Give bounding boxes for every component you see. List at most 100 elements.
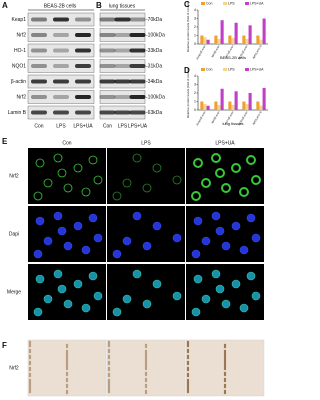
panel-label: F: [2, 341, 7, 350]
cell: [215, 168, 225, 178]
cell: [246, 271, 256, 281]
cell: [63, 299, 73, 309]
cell: [93, 291, 103, 301]
blot-band: [99, 64, 116, 68]
tissue-dot: [65, 379, 69, 383]
tissue-dot: [65, 389, 69, 393]
tissue-dot: [65, 371, 69, 375]
panel-label: B: [96, 1, 102, 10]
bar: [231, 38, 235, 44]
bar: [203, 37, 207, 44]
blot-title: lung tissues: [109, 3, 136, 9]
cell: [88, 155, 98, 165]
tissue-dot: [65, 363, 69, 367]
cell: [43, 236, 53, 246]
cell: [81, 245, 91, 255]
tissue-dot: [223, 383, 227, 387]
cell: [211, 211, 221, 221]
blot-strip: [27, 43, 95, 58]
blot-band: [75, 17, 91, 22]
tissue-dot: [144, 349, 148, 353]
tissue-dot: [223, 359, 227, 363]
blot-title: BEAS-2B cells: [44, 3, 77, 9]
blot-band: [53, 17, 69, 22]
cell: [201, 236, 211, 246]
tissue-dot: [144, 379, 148, 383]
tissue-dot: [65, 367, 69, 371]
bar: [256, 35, 260, 44]
cell: [193, 274, 203, 284]
tissue-dot: [28, 380, 32, 384]
bar: [214, 35, 218, 44]
tissue-dot: [186, 368, 190, 372]
tissue-dot: [107, 374, 111, 378]
cell: [53, 211, 63, 221]
bar: [228, 101, 232, 110]
blot-band: [75, 110, 91, 115]
blot-band: [31, 17, 47, 22]
tissue-dot: [223, 345, 227, 349]
tissue-dot: [65, 359, 69, 363]
cell: [193, 216, 203, 226]
tissue-dot: [144, 391, 148, 395]
tissue-dot: [223, 385, 227, 389]
cell: [152, 221, 162, 231]
tissue-dot: [186, 344, 190, 348]
bar: [245, 104, 249, 110]
cell: [172, 175, 182, 185]
tissue-dot: [223, 391, 227, 395]
cell: [142, 183, 152, 193]
tissue-dot: [65, 355, 69, 359]
cell: [53, 269, 63, 279]
tissue-dot: [65, 357, 69, 361]
y-tick-label: 0: [194, 108, 196, 112]
blot-band: [114, 64, 131, 68]
lane-label: LPS+UA: [73, 123, 93, 129]
figure: A BEAS-2B cells B lung tissues E F Keap1…: [2, 0, 268, 397]
blot-band: [114, 33, 131, 37]
cell: [93, 175, 103, 185]
cell: [239, 245, 249, 255]
blot-band: [31, 79, 47, 84]
tissue-dot: [144, 389, 148, 393]
bar: [259, 105, 263, 110]
tissue-dot: [107, 340, 111, 344]
cell: [172, 291, 182, 301]
blot-band: [53, 79, 69, 84]
cell: [193, 158, 203, 168]
blot-marker: -31kDa: [146, 63, 162, 69]
y-tick-label: 3: [194, 82, 196, 86]
y-tick-label: 1: [194, 99, 196, 103]
blot-row-label: Keap1: [12, 17, 27, 23]
cell: [211, 269, 221, 279]
tissue-dot: [144, 357, 148, 361]
blot-band: [53, 33, 69, 37]
cell: [239, 303, 249, 313]
cell: [33, 307, 43, 317]
blot-band: [114, 17, 131, 22]
x-axis-label: lung tissues: [222, 121, 243, 126]
bar: [206, 105, 210, 110]
tissue-dot: [107, 350, 111, 354]
bar: [214, 101, 218, 110]
column-label: LPS: [141, 140, 151, 146]
tissue-dot: [107, 390, 111, 394]
legend-label: LPS: [228, 1, 235, 5]
blot-band: [99, 79, 116, 84]
tissue-dot: [144, 371, 148, 375]
cell: [201, 178, 211, 188]
bar: [245, 38, 249, 44]
blot-strip: [27, 59, 95, 73]
tissue-dot: [144, 383, 148, 387]
tissue-dot: [144, 367, 148, 371]
tissue-dot: [65, 373, 69, 377]
legend-swatch: [223, 68, 227, 71]
x-tick-label: HO-1/β-actin: [224, 110, 235, 125]
cell: [81, 187, 91, 197]
tissue-dot: [107, 382, 111, 386]
bar: [206, 39, 210, 44]
blot-row-label: NQO1: [12, 63, 26, 69]
tissue-dot: [186, 382, 190, 386]
blot-marker: -100kDa: [146, 94, 165, 100]
